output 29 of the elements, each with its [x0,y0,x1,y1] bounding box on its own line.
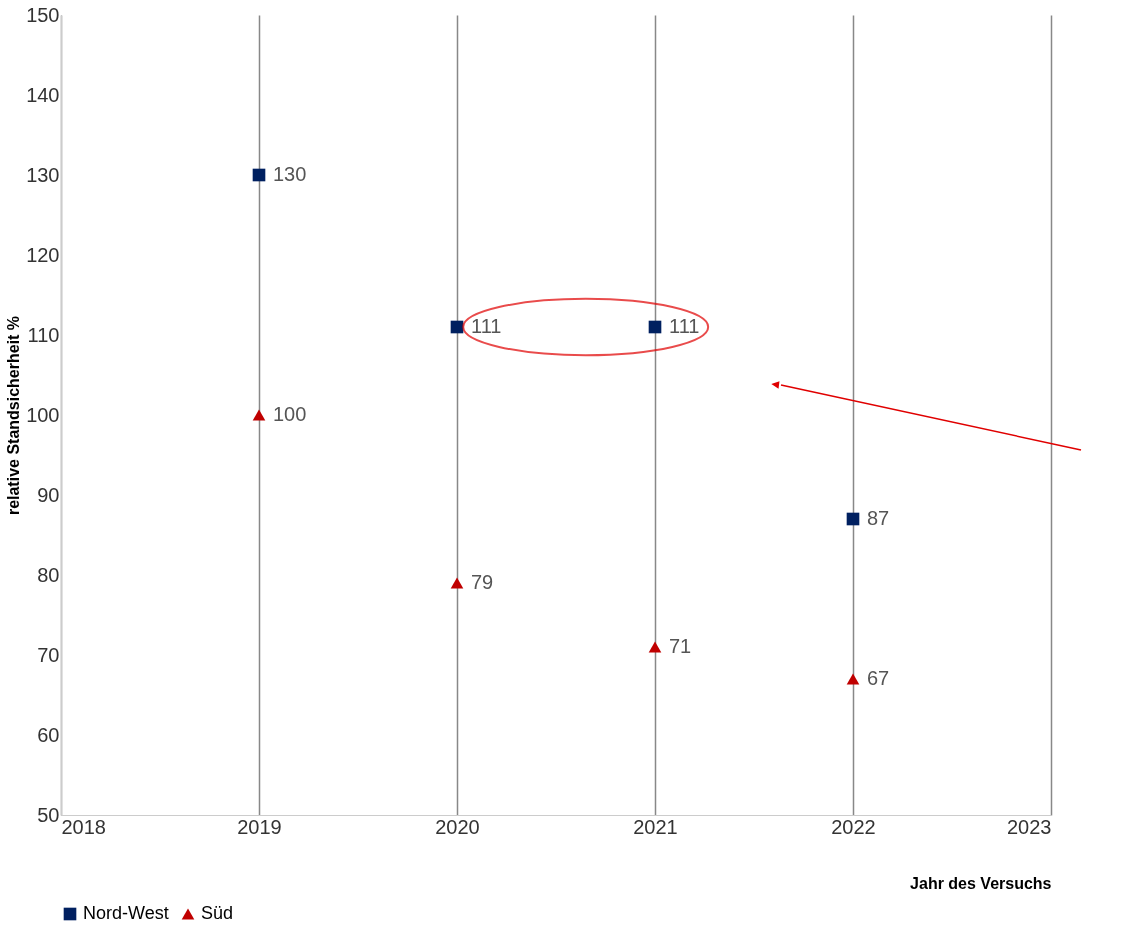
legend-label: Süd [201,903,234,923]
y-tick-label: 60 [37,723,60,746]
data-label: 87 [867,507,890,529]
x-tick-label: 2020 [435,815,480,838]
x-tick-label: 2021 [633,815,678,838]
data-label: 100 [273,403,307,425]
y-tick-label: 140 [26,83,60,106]
data-label: 67 [867,667,890,689]
x-tick-label: 2018 [61,815,106,838]
y-tick-label: 70 [37,643,60,666]
legend-label: Nord-West [83,903,169,923]
x-axis-title: Jahr des Versuchs [910,874,1052,892]
x-tick-label: 2023 [1007,815,1052,838]
x-tick-label: 2022 [831,815,876,838]
y-tick-label: 110 [27,323,60,346]
y-tick-label: 100 [26,403,60,426]
data-label: 71 [669,635,692,657]
data-label: 79 [471,571,494,593]
y-tick-label: 120 [26,243,60,266]
y-tick-label: 130 [26,163,60,186]
x-tick-label: 2019 [237,815,282,838]
y-tick-label: 50 [37,803,60,826]
y-tick-label: 150 [26,3,60,26]
y-tick-label: 90 [37,483,60,506]
data-label: 111 [669,315,700,337]
y-axis-title: relative Standsicherheit % [5,315,23,516]
data-label: 130 [273,163,307,185]
data-label: 111 [471,315,502,337]
y-tick-label: 80 [37,563,60,586]
